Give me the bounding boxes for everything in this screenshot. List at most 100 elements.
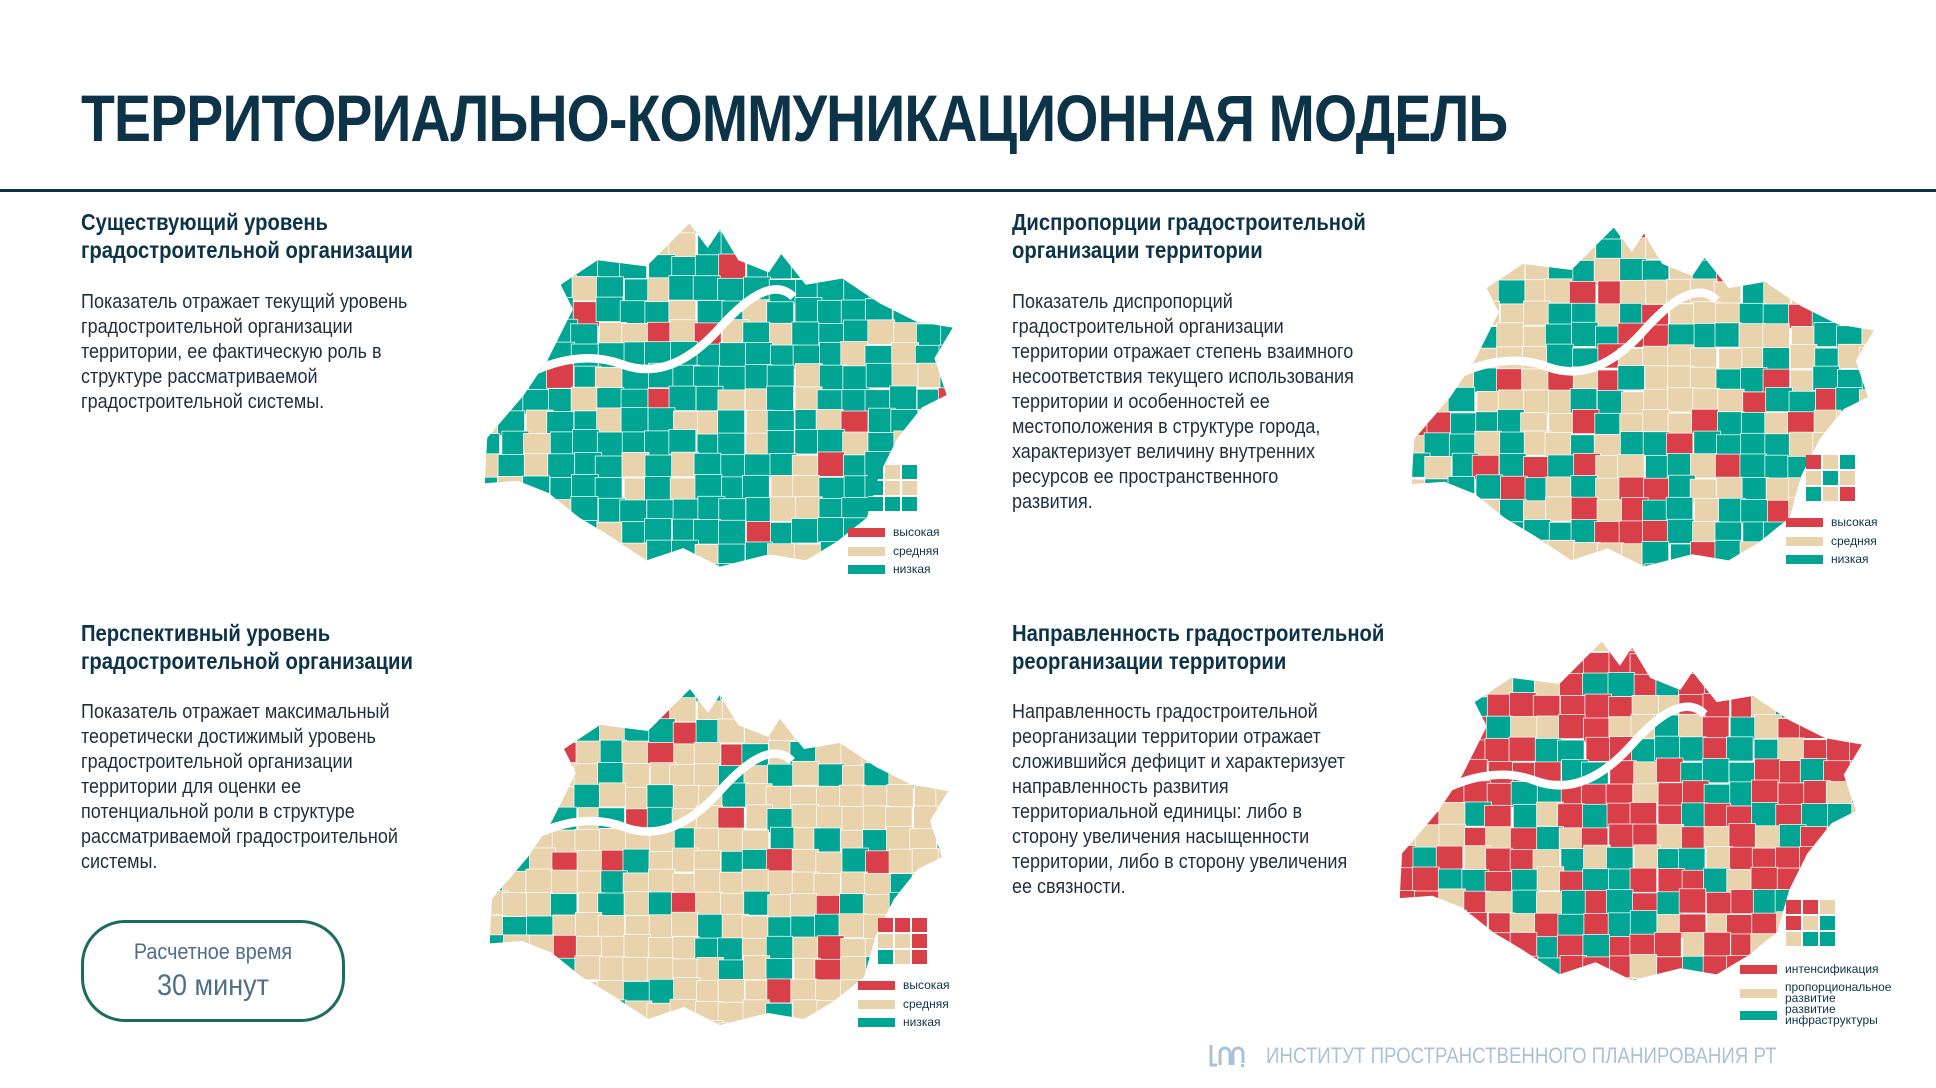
territorial-unit xyxy=(526,980,554,1005)
territorial-unit xyxy=(597,980,625,1005)
territorial-unit xyxy=(489,764,509,790)
territorial-unit xyxy=(570,520,599,546)
territorial-unit xyxy=(575,689,603,700)
territorial-unit xyxy=(1801,641,1829,656)
territorial-unit xyxy=(1499,431,1527,457)
territorial-unit xyxy=(1411,280,1428,306)
territorial-unit xyxy=(1509,932,1538,958)
territorial-unit xyxy=(1859,453,1874,479)
territorial-unit xyxy=(1595,477,1623,503)
territorial-unit xyxy=(576,719,604,745)
territorial-unit xyxy=(815,851,843,877)
territorial-unit xyxy=(1569,388,1598,414)
territorial-unit xyxy=(1812,432,1840,458)
territorial-unit xyxy=(599,956,627,982)
territorial-unit xyxy=(819,561,848,567)
territorial-unit xyxy=(1561,889,1589,915)
territorial-unit xyxy=(489,850,507,875)
territorial-unit xyxy=(1498,453,1527,478)
territorial-unit xyxy=(938,498,953,524)
territorial-unit xyxy=(1547,564,1575,567)
territorial-unit xyxy=(1727,650,1756,675)
territorial-unit xyxy=(769,826,798,852)
territorial-unit xyxy=(601,700,629,726)
territorial-unit xyxy=(1633,978,1661,981)
territorial-unit xyxy=(1545,496,1573,522)
territorial-unit xyxy=(1462,672,1491,698)
legend-matrix-cell xyxy=(912,934,927,948)
map-reorganization-direction xyxy=(1399,641,1862,981)
territorial-unit xyxy=(1642,409,1670,435)
territorial-unit xyxy=(502,697,530,723)
territorial-unit xyxy=(813,827,841,853)
territorial-unit xyxy=(867,319,896,345)
territorial-unit xyxy=(1847,825,1862,851)
territorial-unit xyxy=(623,696,651,722)
legend-matrix-cell xyxy=(1820,916,1835,930)
territorial-unit xyxy=(496,476,525,502)
territorial-unit xyxy=(545,253,574,279)
territorial-unit xyxy=(936,699,948,725)
territorial-unit xyxy=(1669,238,1697,264)
territorial-unit xyxy=(523,453,552,479)
territorial-unit xyxy=(1451,227,1479,242)
territorial-unit xyxy=(1644,227,1673,242)
territorial-unit xyxy=(1754,714,1782,740)
territorial-unit xyxy=(1741,227,1770,241)
territorial-unit xyxy=(620,407,649,433)
territorial-unit xyxy=(1585,736,1613,762)
territorial-unit xyxy=(1488,670,1516,696)
territorial-unit xyxy=(817,299,845,326)
territorial-unit xyxy=(1412,801,1440,827)
territorial-unit xyxy=(741,566,770,567)
territorial-unit xyxy=(843,319,871,345)
territorial-unit xyxy=(646,1002,674,1025)
territorial-unit xyxy=(865,233,894,260)
page-title: ТЕРРИТОРИАЛЬНО-КОММУНИКАЦИОННАЯ МОДЕЛЬ xyxy=(81,81,1508,155)
territorial-unit xyxy=(619,499,648,525)
territorial-unit xyxy=(1750,866,1779,892)
territorial-unit xyxy=(1399,803,1420,829)
territorial-unit xyxy=(1836,259,1864,285)
territorial-unit xyxy=(529,847,557,873)
territorial-unit xyxy=(766,978,794,1004)
territorial-unit xyxy=(552,689,580,702)
territorial-unit xyxy=(768,223,796,235)
territorial-unit xyxy=(1714,539,1742,565)
territorial-unit xyxy=(570,386,599,413)
territorial-unit xyxy=(1460,976,1489,981)
legend-mid: средняя xyxy=(1786,535,1877,547)
territorial-unit xyxy=(672,561,701,567)
territorial-unit xyxy=(793,543,822,567)
territorial-unit xyxy=(1496,564,1524,567)
territorial-unit xyxy=(1532,694,1561,720)
territorial-unit xyxy=(1839,227,1867,243)
territorial-unit xyxy=(1450,324,1479,350)
territorial-unit xyxy=(489,741,507,766)
territorial-unit xyxy=(745,1021,773,1025)
territorial-unit xyxy=(1716,476,1744,502)
territorial-unit xyxy=(1472,259,1501,285)
territorial-unit xyxy=(865,362,894,389)
territorial-unit xyxy=(1450,519,1478,545)
territorial-unit xyxy=(840,223,869,238)
territorial-unit xyxy=(1654,932,1682,957)
territorial-unit xyxy=(917,409,946,435)
territorial-unit xyxy=(940,473,953,499)
territorial-unit xyxy=(497,454,526,480)
territorial-unit xyxy=(595,543,624,567)
territorial-unit xyxy=(502,892,530,918)
footer: ИНСТИТУТ ПРОСТРАНСТВЕННОГО ПЛАНИРОВАНИЯ … xyxy=(1208,1043,1867,1069)
territorial-unit xyxy=(937,938,948,963)
territorial-unit xyxy=(942,561,953,567)
territorial-unit xyxy=(767,253,795,280)
legend-matrix-cell xyxy=(902,481,917,495)
territorial-unit xyxy=(1618,520,1647,546)
territorial-unit xyxy=(888,891,916,917)
territorial-unit xyxy=(1656,651,1684,676)
territorial-unit xyxy=(526,959,554,985)
territorial-unit xyxy=(550,869,578,895)
territorial-unit xyxy=(1851,782,1862,808)
territorial-unit xyxy=(863,872,892,898)
territorial-unit xyxy=(1799,713,1827,739)
